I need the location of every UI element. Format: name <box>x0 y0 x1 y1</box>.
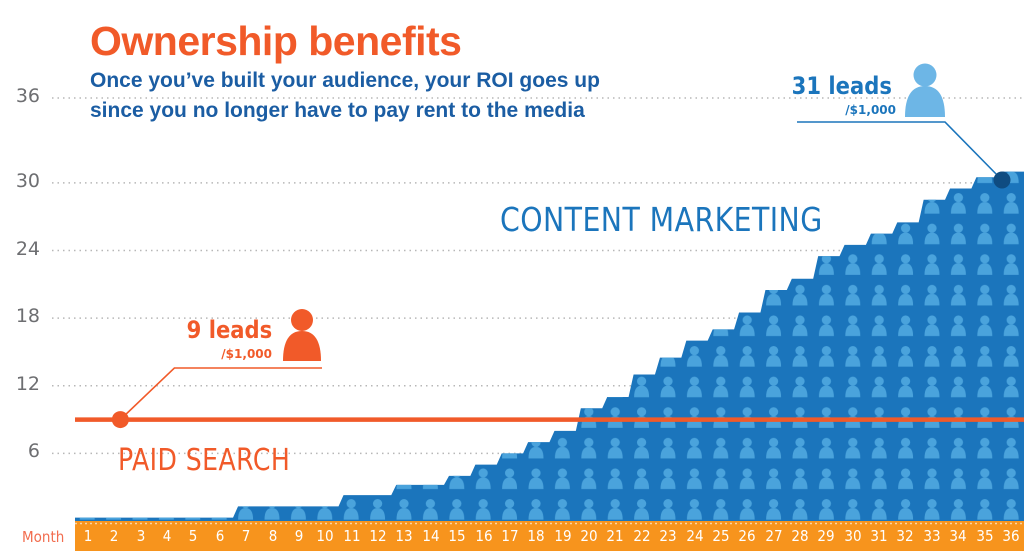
month-tick-22: 22 <box>633 527 651 545</box>
month-tick-7: 7 <box>241 527 251 545</box>
content-callout-leader <box>797 121 1003 181</box>
month-tick-19: 19 <box>554 527 572 545</box>
y-tick-30: 30 <box>15 169 40 192</box>
month-tick-23: 23 <box>659 527 677 545</box>
month-tick-34: 34 <box>949 527 967 545</box>
paid-search-marker <box>111 411 129 429</box>
month-tick-20: 20 <box>580 527 598 545</box>
content-callout-unit: /$1,000 <box>845 103 896 117</box>
month-tick-35: 35 <box>975 527 994 545</box>
month-tick-1: 1 <box>83 527 93 545</box>
content-marketing-label: CONTENT MARKETING <box>500 200 823 239</box>
paid-callout-value: 9 leads <box>186 316 272 344</box>
paid-callout-unit: /$1,000 <box>221 347 272 361</box>
month-tick-15: 15 <box>448 527 466 545</box>
y-tick-36: 36 <box>15 85 40 107</box>
month-tick-10: 10 <box>316 527 334 545</box>
person-icon-blue <box>905 63 945 117</box>
month-tick-14: 14 <box>422 527 440 545</box>
month-tick-21: 21 <box>606 527 624 545</box>
month-tick-13: 13 <box>395 527 414 545</box>
month-tick-6: 6 <box>215 527 225 545</box>
month-tick-11: 11 <box>343 527 361 545</box>
month-tick-2: 2 <box>110 527 119 545</box>
month-tick-28: 28 <box>791 527 809 545</box>
month-tick-26: 26 <box>738 527 756 545</box>
month-tick-30: 30 <box>844 527 862 545</box>
month-tick-18: 18 <box>527 527 545 545</box>
content-callout-value: 31 leads <box>791 72 892 100</box>
chart-title: Ownership benefits <box>90 18 462 64</box>
paid-search-label: PAID SEARCH <box>118 443 291 478</box>
month-tick-33: 33 <box>923 527 941 545</box>
content-marketing-people-pattern <box>75 171 1024 521</box>
subtitle-line-1: Once you’ve built your audience, your RO… <box>90 69 600 92</box>
month-tick-36: 36 <box>1002 527 1020 545</box>
x-axis-title: Month <box>22 528 65 546</box>
y-tick-12: 12 <box>15 372 40 395</box>
person-icon-orange <box>283 309 321 361</box>
month-tick-3: 3 <box>136 527 146 545</box>
chart-subtitle: Once you’ve built your audience, your RO… <box>90 66 600 126</box>
month-tick-27: 27 <box>765 527 783 545</box>
month-tick-25: 25 <box>712 527 730 545</box>
month-tick-4: 4 <box>162 527 172 545</box>
month-tick-8: 8 <box>268 527 277 545</box>
month-tick-31: 31 <box>870 527 888 545</box>
month-tick-5: 5 <box>189 527 198 545</box>
month-axis-band <box>75 521 1024 551</box>
month-tick-12: 12 <box>369 527 387 545</box>
y-tick-24: 24 <box>15 237 40 260</box>
month-tick-17: 17 <box>501 527 519 545</box>
y-tick-6: 6 <box>27 440 40 463</box>
month-tick-16: 16 <box>474 527 493 545</box>
month-tick-29: 29 <box>817 527 835 545</box>
subtitle-line-2: since you no longer have to pay rent to … <box>90 99 585 122</box>
y-tick-18: 18 <box>15 305 40 328</box>
content-marketing-marker <box>993 171 1011 189</box>
paid-callout-leader <box>119 367 322 421</box>
month-tick-32: 32 <box>896 527 915 545</box>
month-tick-9: 9 <box>294 527 304 545</box>
month-tick-24: 24 <box>685 527 704 545</box>
